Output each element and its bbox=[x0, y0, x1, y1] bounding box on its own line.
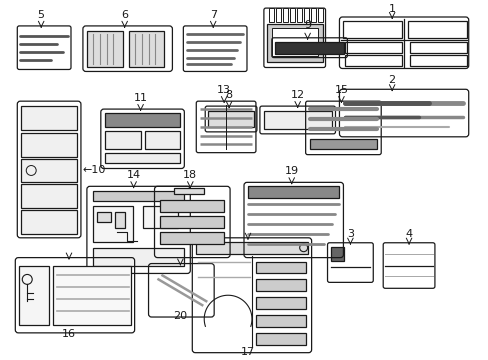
Text: 11: 11 bbox=[133, 93, 147, 103]
Bar bbox=[21, 133, 77, 157]
Text: 3: 3 bbox=[346, 229, 353, 239]
Bar bbox=[128, 31, 164, 67]
Bar bbox=[309, 139, 376, 149]
Bar bbox=[87, 31, 122, 67]
Bar bbox=[343, 21, 401, 38]
Bar bbox=[21, 210, 77, 234]
Bar bbox=[93, 248, 184, 266]
Bar bbox=[317, 8, 322, 22]
Bar bbox=[97, 212, 111, 222]
Bar bbox=[144, 131, 180, 149]
Bar bbox=[255, 262, 305, 274]
Text: 6: 6 bbox=[121, 10, 128, 20]
Bar bbox=[255, 315, 305, 327]
Bar bbox=[196, 242, 307, 254]
Bar bbox=[409, 42, 466, 54]
Text: 2: 2 bbox=[388, 75, 395, 85]
Text: 5: 5 bbox=[38, 10, 44, 20]
Bar bbox=[255, 333, 305, 345]
Text: 7: 7 bbox=[209, 10, 216, 20]
Bar bbox=[115, 212, 124, 228]
Bar bbox=[345, 55, 401, 66]
Text: 4: 4 bbox=[405, 229, 412, 239]
Text: 1: 1 bbox=[388, 4, 395, 14]
Bar bbox=[21, 184, 77, 208]
Bar bbox=[303, 8, 308, 22]
Bar bbox=[93, 206, 132, 242]
Bar bbox=[271, 28, 317, 55]
Text: 9: 9 bbox=[304, 20, 310, 30]
Bar bbox=[142, 206, 178, 228]
Bar bbox=[104, 153, 180, 163]
Text: 12: 12 bbox=[290, 90, 304, 100]
Bar bbox=[330, 247, 344, 261]
Bar bbox=[345, 42, 401, 54]
Text: 19: 19 bbox=[284, 166, 298, 176]
Text: 15: 15 bbox=[334, 85, 348, 95]
Text: ←10: ←10 bbox=[83, 166, 106, 175]
Bar bbox=[268, 8, 273, 22]
Bar bbox=[104, 113, 180, 127]
Text: 14: 14 bbox=[126, 170, 141, 180]
Bar bbox=[247, 186, 339, 198]
Bar bbox=[160, 216, 224, 228]
Bar bbox=[160, 232, 224, 244]
Text: 18: 18 bbox=[183, 170, 197, 180]
Bar bbox=[160, 200, 224, 212]
Bar bbox=[409, 55, 466, 66]
Text: 17: 17 bbox=[241, 347, 255, 357]
Bar bbox=[274, 42, 344, 54]
Bar bbox=[53, 266, 130, 325]
Bar bbox=[19, 266, 49, 325]
Text: 16: 16 bbox=[62, 329, 76, 339]
Bar bbox=[264, 111, 331, 129]
Bar bbox=[174, 188, 204, 194]
Bar bbox=[255, 279, 305, 291]
Bar bbox=[289, 8, 294, 22]
Text: 20: 20 bbox=[173, 311, 187, 321]
Text: 8: 8 bbox=[225, 90, 232, 100]
Bar bbox=[104, 131, 141, 149]
Bar bbox=[255, 297, 305, 309]
Bar bbox=[310, 8, 315, 22]
Bar bbox=[407, 21, 466, 38]
Bar bbox=[266, 24, 322, 62]
Bar bbox=[21, 159, 77, 183]
Bar bbox=[208, 111, 253, 127]
Bar bbox=[93, 191, 184, 201]
Bar bbox=[296, 8, 301, 22]
Bar bbox=[21, 106, 77, 130]
Bar bbox=[282, 8, 287, 22]
Bar bbox=[275, 8, 280, 22]
Text: 13: 13 bbox=[217, 85, 231, 95]
